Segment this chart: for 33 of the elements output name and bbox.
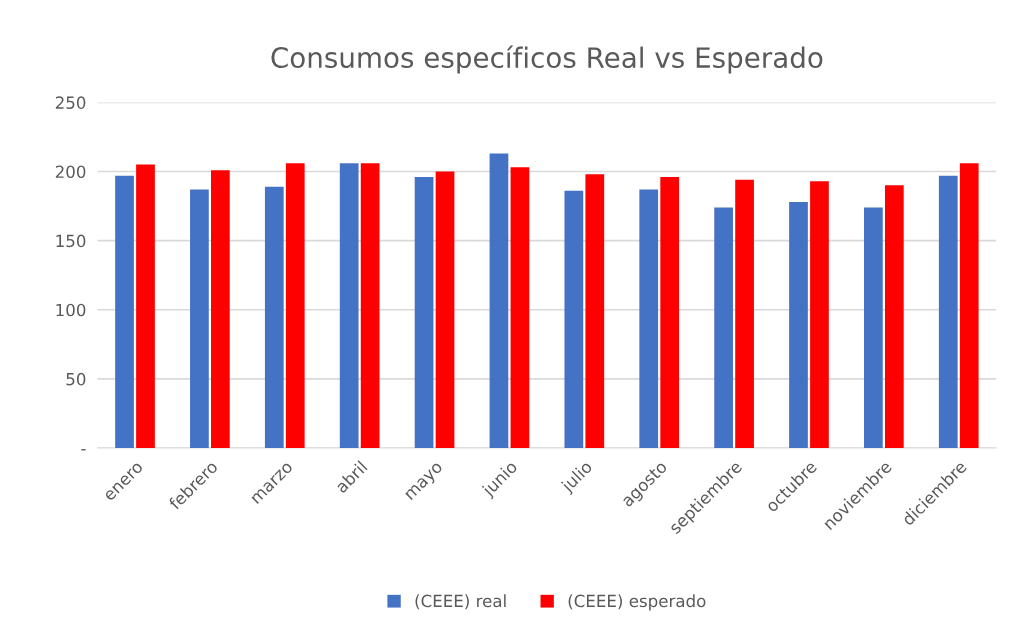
bar — [489, 153, 509, 448]
bar — [639, 189, 659, 448]
bar — [789, 201, 808, 448]
bar — [285, 163, 305, 448]
y-tick-label: 250 — [55, 96, 86, 109]
y-tick-label: - — [81, 449, 86, 451]
bar — [564, 190, 584, 448]
bar — [938, 175, 958, 448]
bar — [864, 207, 883, 448]
y-tick-label: 200 — [55, 165, 86, 179]
bar — [884, 185, 904, 448]
bar — [810, 181, 829, 448]
bar — [136, 164, 155, 448]
legend-label: (CEEE) esperado — [568, 594, 706, 611]
bar — [414, 177, 434, 448]
bar — [510, 167, 530, 448]
y-tick-label: 150 — [56, 234, 86, 248]
bar — [115, 175, 134, 448]
bar — [735, 179, 754, 448]
bar — [585, 174, 605, 448]
y-tick-label: 100 — [56, 303, 86, 317]
y-tick-label: 50 — [66, 372, 86, 386]
bar — [211, 170, 230, 448]
bar — [264, 186, 284, 448]
bar — [435, 171, 455, 448]
legend-label: (CEEE) real — [415, 594, 506, 610]
bar — [339, 163, 359, 448]
bar — [660, 177, 680, 448]
bar — [959, 163, 979, 448]
bar — [714, 207, 733, 448]
chart-title: Consumos específicos Real vs Esperado — [271, 45, 823, 74]
bar — [190, 189, 209, 448]
bar — [360, 163, 380, 448]
